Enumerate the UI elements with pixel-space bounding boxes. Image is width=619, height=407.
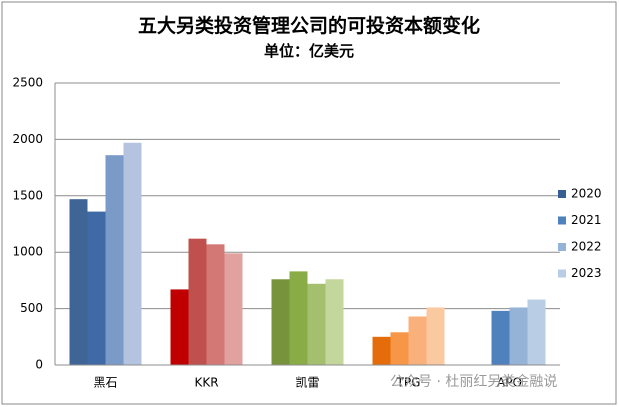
x-tick-label: APO [497, 376, 522, 390]
bar [509, 307, 528, 365]
bar [87, 211, 106, 365]
bar [527, 299, 546, 365]
bar [426, 307, 445, 365]
legend-label: 2023 [571, 266, 602, 280]
bar [69, 199, 88, 365]
bar [224, 253, 243, 365]
legend-label: 2020 [571, 187, 602, 201]
bar [105, 155, 124, 365]
bar [206, 244, 225, 365]
y-tick-label: 1000 [12, 245, 43, 259]
x-tick-label: TPG [396, 376, 421, 390]
legend-swatch [558, 269, 566, 278]
bar [307, 283, 326, 365]
bar [325, 279, 344, 365]
y-tick-label: 1500 [12, 188, 43, 202]
legend-swatch [558, 243, 566, 251]
x-tick-label: 凯雷 [295, 376, 319, 390]
x-tick-label: KKR [194, 376, 218, 390]
chart-subtitle: 单位：亿美元 [264, 42, 354, 60]
watermark: 公众号 · 杜丽红另类金融说 [390, 374, 557, 390]
bar [390, 332, 409, 365]
legend-swatch [558, 216, 566, 225]
bar [170, 289, 189, 365]
legend-label: 2022 [571, 240, 602, 254]
bar [408, 316, 427, 365]
bar [289, 271, 308, 365]
legend-swatch [558, 190, 566, 198]
chart-title: 五大另类投资管理公司的可投资本额变化 [138, 14, 480, 37]
y-tick-label: 2000 [12, 132, 43, 146]
y-tick-label: 2500 [12, 76, 43, 90]
y-tick-label: 0 [35, 358, 43, 372]
bar [271, 279, 290, 365]
bar [372, 336, 391, 365]
legend-label: 2021 [571, 213, 602, 227]
bar [188, 238, 207, 365]
y-tick-label: 500 [20, 301, 43, 315]
bar [123, 142, 142, 365]
x-tick-label: 黑石 [93, 376, 117, 390]
bar [491, 310, 510, 365]
